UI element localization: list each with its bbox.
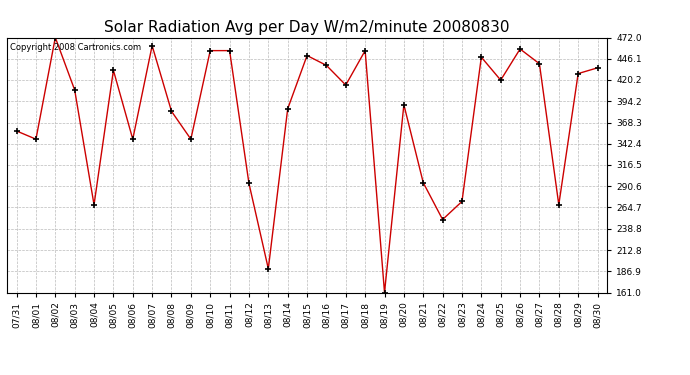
Text: Copyright 2008 Cartronics.com: Copyright 2008 Cartronics.com <box>10 43 141 52</box>
Title: Solar Radiation Avg per Day W/m2/minute 20080830: Solar Radiation Avg per Day W/m2/minute … <box>104 20 510 35</box>
